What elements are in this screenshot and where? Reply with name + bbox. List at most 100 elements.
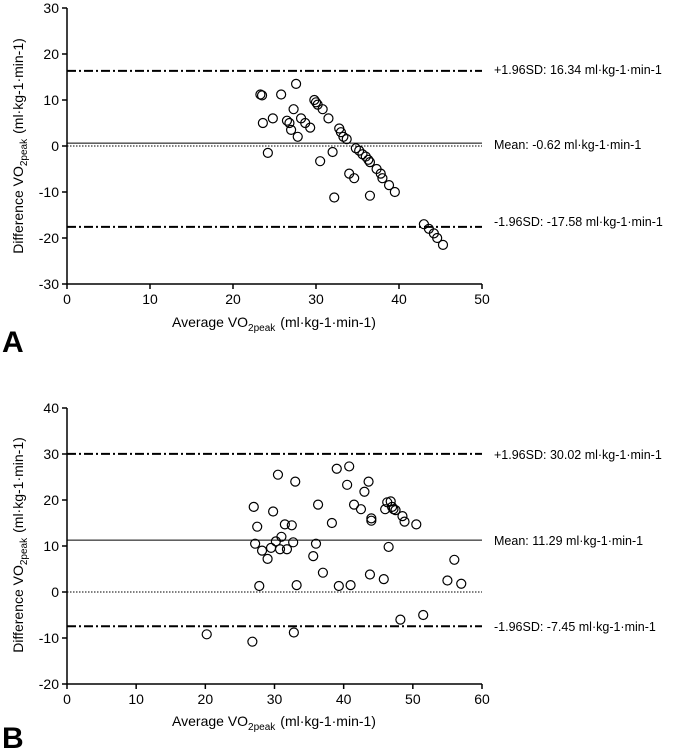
panel-a-y-tick-label: -10 xyxy=(39,184,59,200)
panel-b-data-point xyxy=(364,569,376,580)
panel-a-data-point xyxy=(383,180,395,191)
panel-b-data-point xyxy=(363,476,374,487)
panel-b-mean-annotation: Mean: 11.29 ml·kg-1·min-1 xyxy=(494,534,643,548)
panel-a-y-tick-label: -30 xyxy=(39,276,59,292)
panel-b-data-point xyxy=(272,469,284,480)
panel-a-x-tick-label: 10 xyxy=(142,291,158,307)
panel-a-data-point xyxy=(349,173,360,184)
panel-a-data-point xyxy=(377,173,388,184)
panel-b-y-tick-label: 30 xyxy=(43,446,59,462)
panel-a-data-point xyxy=(329,192,340,203)
panel-a-data-point xyxy=(286,124,297,135)
panel-a-data-point xyxy=(364,157,376,168)
panel-b-data-point xyxy=(383,541,394,553)
panel-b-data-point xyxy=(456,578,467,589)
panel-b-data-point xyxy=(247,636,258,647)
panel-b-x-axis-label: Average VO2peak (ml·kg-1·min-1) xyxy=(172,713,376,733)
panel-a-x-tick-label: 40 xyxy=(391,291,407,307)
panel-b-data-point xyxy=(252,521,263,532)
panel-b-data-point xyxy=(276,531,287,542)
panel-a-y-tick-label: 0 xyxy=(51,138,59,154)
panel-a-y-tick-label: 10 xyxy=(43,92,59,108)
panel-b-data-point xyxy=(310,538,322,549)
panel-b-x-tick-label: 10 xyxy=(128,691,144,707)
panel-b-x-label-suffix: (ml·kg-1·min-1) xyxy=(280,713,376,729)
panel-b-y-axis-label: Difference VO2peak (ml·kg-1·min-1) xyxy=(10,437,30,653)
panel-a-x-tick-label: 30 xyxy=(308,291,324,307)
panel-a-chart: A Difference VO2peak(ml·kg-1·min-1) Aver… xyxy=(2,0,663,359)
panel-b-data-point xyxy=(201,629,212,640)
panel-a-data-point xyxy=(323,113,334,124)
panel-b-data-point xyxy=(286,520,297,531)
panel-a-y-tick-label: 30 xyxy=(43,0,59,16)
panel-a-y-label-suffix: (ml·kg-1·min-1) xyxy=(10,38,26,134)
panel-b-y-tick-label: 10 xyxy=(43,538,59,554)
panel-b-data-point xyxy=(274,544,286,555)
panel-a-y-label-prefix: Difference VO xyxy=(10,166,26,254)
panel-a-data-point xyxy=(437,239,449,250)
panel-a-x-tick-label: 20 xyxy=(225,291,241,307)
panel-b-x-label-sub: 2peak xyxy=(248,722,276,733)
panel-a-data-point xyxy=(292,131,303,142)
panel-b-data-point xyxy=(256,545,268,556)
panel-a-data-point xyxy=(305,122,316,133)
panel-a-x-tick-label: 50 xyxy=(474,291,490,307)
panel-b-x-label-prefix: Average VO xyxy=(172,713,248,729)
panel-b-x-tick-label: 60 xyxy=(474,691,490,707)
panel-a-data-point xyxy=(354,145,365,156)
panel-b-y-tick-label: -20 xyxy=(39,676,59,692)
panel-a-x-axis-label: Average VO2peak (ml·kg-1·min-1) xyxy=(172,314,376,334)
panel-b-data-point xyxy=(331,463,342,474)
panel-b-data-point xyxy=(411,519,422,530)
panel-a-data-point xyxy=(290,78,302,90)
panel-b-y-tick-label: -10 xyxy=(39,630,59,646)
panel-a-data-point xyxy=(284,117,295,129)
panel-b-y-tick-label: 20 xyxy=(43,492,59,508)
panel-b-y-tick-label: 0 xyxy=(51,584,59,600)
panel-a-data-point xyxy=(317,104,328,115)
panel-a-y-label-sub: 2peak xyxy=(19,138,30,166)
panel-a-data-point xyxy=(257,117,268,129)
panel-a-data-point xyxy=(338,131,349,142)
panel-b-data-point xyxy=(366,515,377,526)
panel-b-data-point xyxy=(312,499,324,510)
panel-a-data-point xyxy=(255,89,266,100)
panel-b-data-point xyxy=(342,479,353,490)
panel-b-label: B xyxy=(2,722,24,749)
panel-b-data-point xyxy=(399,516,410,527)
panel-b-data-point xyxy=(395,614,406,625)
panel-b-data-point xyxy=(390,505,401,516)
panel-b-data-point xyxy=(333,580,344,592)
panel-a-upper-loa-annotation: +1.96SD: 16.34 ml·kg-1·min-1 xyxy=(494,63,662,77)
panel-b-data-point xyxy=(378,574,389,585)
panel-a-data-point xyxy=(432,232,443,244)
panel-b-data-point xyxy=(250,538,261,549)
panel-b-x-tick-label: 0 xyxy=(63,691,71,707)
panel-b-data-point xyxy=(265,542,277,553)
panel-b-lower-loa-annotation: -1.96SD: -7.45 ml·kg-1·min-1 xyxy=(494,620,656,634)
panel-b-data-point xyxy=(442,575,453,586)
panel-b-data-point xyxy=(268,506,279,517)
panel-b-data-point xyxy=(291,579,302,591)
panel-b-y-label-sub: 2peak xyxy=(19,537,30,565)
panel-b-chart: B Difference VO2peak(ml·kg-1·min-1) Aver… xyxy=(2,400,662,749)
panel-a-y-tick-label: -20 xyxy=(39,230,59,246)
panel-b-data-point xyxy=(348,499,360,510)
panel-b-data-point xyxy=(345,579,356,591)
panel-a-data-point xyxy=(341,134,352,145)
panel-b-data-point xyxy=(397,510,408,522)
panel-a-data-point xyxy=(350,143,361,154)
panel-b-x-tick-label: 50 xyxy=(405,691,421,707)
panel-a-data-point xyxy=(281,115,293,126)
panel-a-data-point xyxy=(276,89,287,100)
panel-a-x-label-suffix: (ml·kg-1·min-1) xyxy=(280,314,376,330)
panel-a-data-point xyxy=(363,154,374,165)
panel-b-data-point xyxy=(317,567,329,578)
panel-b-data-point xyxy=(344,461,355,472)
panel-b-data-point xyxy=(248,501,259,512)
panel-b-data-point xyxy=(288,627,299,638)
panel-b-data-point xyxy=(449,554,460,565)
panel-a-y-axis-label: Difference VO2peak (ml·kg-1·min-1) xyxy=(10,38,30,254)
panel-b-y-label-prefix: Difference VO xyxy=(10,565,26,653)
